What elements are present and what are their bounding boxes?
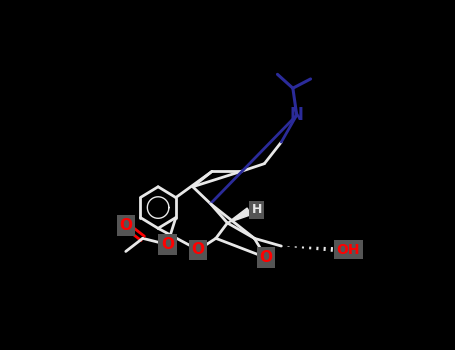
- Text: N: N: [290, 106, 303, 124]
- Text: OH: OH: [337, 243, 360, 257]
- Polygon shape: [228, 208, 251, 223]
- Text: O: O: [161, 237, 174, 252]
- Text: O: O: [119, 218, 132, 233]
- Text: O: O: [192, 243, 205, 257]
- Text: O: O: [259, 250, 273, 265]
- Text: H: H: [252, 203, 262, 216]
